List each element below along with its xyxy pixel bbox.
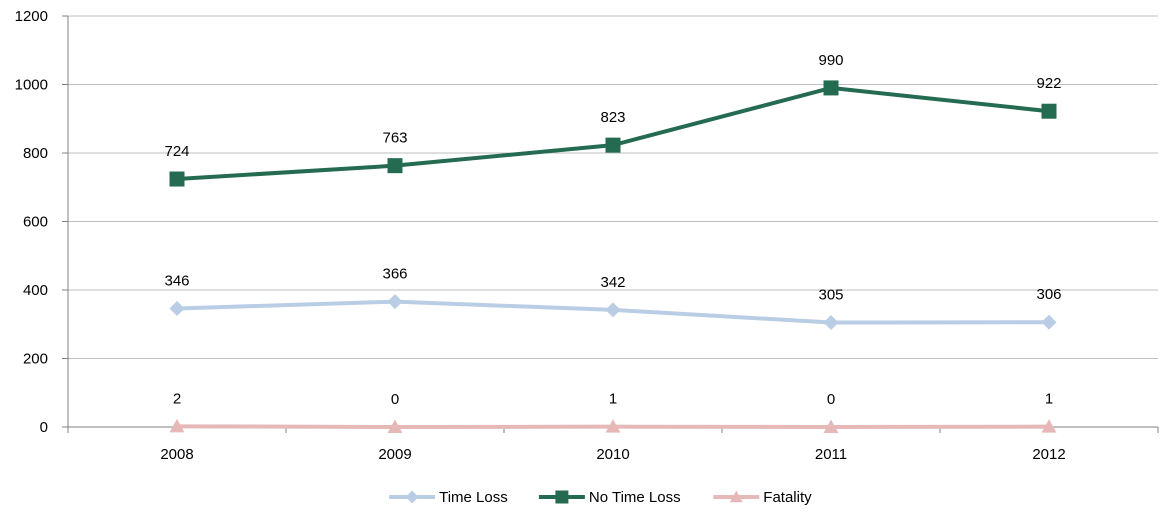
series-line-no-time-loss	[175, 85, 1051, 182]
y-tick-label: 0	[40, 419, 48, 436]
x-tick-label: 2012	[1032, 446, 1065, 463]
y-tick-label: 1000	[15, 77, 48, 94]
data-label-time-loss: 305	[818, 287, 843, 304]
x-tick-label: 2009	[378, 446, 411, 463]
data-label-no-time-loss: 990	[818, 52, 843, 69]
legend-item-fatality: Fatality	[713, 489, 812, 506]
data-point-no-time-loss	[387, 158, 403, 174]
data-point-fatality	[387, 419, 403, 433]
data-label-fatality: 1	[1045, 391, 1053, 408]
legend: Time Loss No Time Loss Fatality	[389, 489, 812, 506]
legend-marker-no-time-loss	[555, 490, 569, 504]
x-tick-label: 2010	[596, 446, 629, 463]
y-tick-label: 800	[23, 145, 48, 162]
x-tick-label: 2008	[160, 446, 193, 463]
data-point-time-loss	[1041, 314, 1057, 330]
data-label-time-loss: 306	[1036, 286, 1061, 303]
data-labels: 346 366 342 305 306 724 763 823 990 922 2 0 1 0 1	[164, 52, 1061, 408]
data-point-no-time-loss	[1041, 103, 1057, 119]
data-point-time-loss	[605, 302, 621, 318]
data-label-fatality: 1	[609, 391, 617, 408]
data-point-no-time-loss	[823, 80, 839, 96]
legend-item-time-loss: Time Loss	[389, 489, 508, 506]
data-point-fatality	[169, 418, 185, 433]
legend-label-no-time-loss: No Time Loss	[589, 489, 681, 506]
data-label-fatality: 2	[173, 390, 181, 407]
data-label-fatality: 0	[391, 391, 399, 408]
data-label-fatality: 0	[827, 391, 835, 408]
data-label-no-time-loss: 922	[1036, 75, 1061, 92]
data-label-time-loss: 366	[382, 266, 407, 283]
data-label-time-loss: 342	[600, 274, 625, 291]
data-label-no-time-loss: 724	[164, 143, 189, 160]
legend-label-time-loss: Time Loss	[439, 489, 508, 506]
data-point-time-loss	[169, 300, 185, 316]
y-tick-label: 1200	[15, 8, 48, 25]
y-tick-label: 600	[23, 214, 48, 231]
data-point-fatality	[823, 419, 839, 433]
gridlines	[68, 15, 1158, 359]
data-point-fatality	[1041, 419, 1057, 433]
series-markers	[169, 80, 1057, 433]
data-label-no-time-loss: 823	[600, 109, 625, 126]
y-tick-label: 400	[23, 282, 48, 299]
legend-label-fatality: Fatality	[763, 489, 812, 506]
data-point-no-time-loss	[169, 171, 185, 187]
legend-item-no-time-loss: No Time Loss	[538, 489, 681, 506]
data-point-time-loss	[387, 294, 403, 310]
legend-marker-time-loss	[405, 490, 419, 504]
x-tick-label: 2011	[815, 446, 847, 463]
data-label-time-loss: 346	[164, 272, 189, 289]
data-label-no-time-loss: 763	[382, 130, 407, 147]
data-point-no-time-loss	[605, 137, 621, 153]
data-point-fatality	[605, 419, 621, 433]
legend-marker-fatality	[729, 490, 743, 503]
y-tick-label: 200	[23, 351, 48, 368]
data-point-time-loss	[823, 315, 839, 331]
